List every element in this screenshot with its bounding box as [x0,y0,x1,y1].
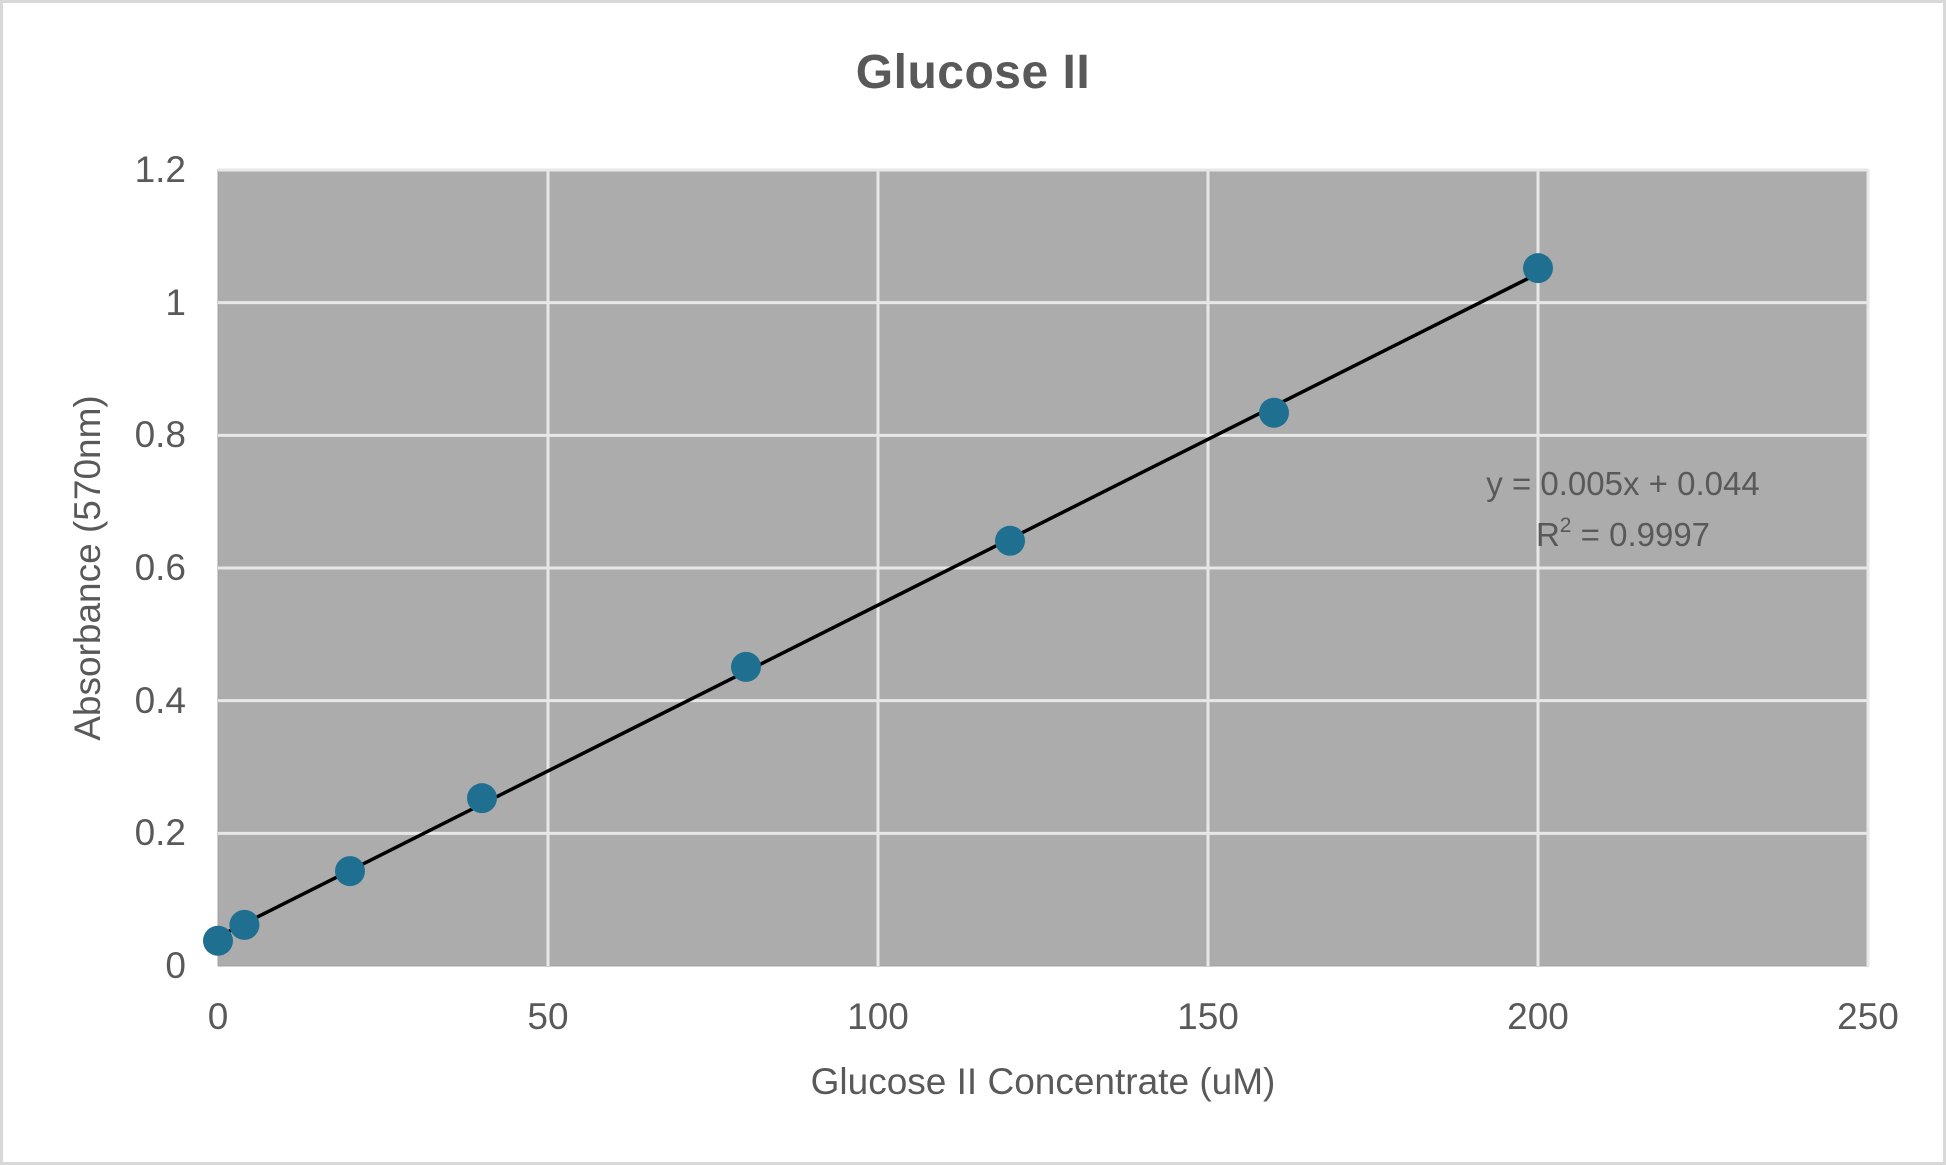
x-tick-label: 100 [847,996,909,1037]
y-tick-label: 0.4 [134,679,186,721]
y-tick-label: 0.8 [134,414,186,456]
y-tick-label: 1.2 [134,149,186,190]
data-point [995,525,1025,556]
x-tick-label: 50 [527,996,569,1037]
x-tick-label: 150 [1177,996,1239,1037]
y-tick-label: 1 [165,281,186,323]
data-point [731,651,761,682]
x-tick-label: 200 [1507,996,1569,1037]
trendline-equation: y = 0.005x + 0.044 [1486,465,1760,502]
data-point [467,783,497,814]
r-squared-exponent: 2 [1559,514,1572,537]
x-axis-title: Glucose II Concentrate (uM) [810,1061,1276,1102]
data-point [203,925,233,956]
r-squared-label: R2 = 0.9997 [1486,506,1759,557]
chart-title: Glucose II [855,46,1091,99]
r-squared-value: = 0.9997 [1571,516,1711,553]
y-tick-label: 0.6 [134,547,186,588]
x-tick-label: 0 [207,996,229,1037]
trendline-label: y = 0.005x + 0.044 R2 = 0.9997 [1486,462,1759,557]
data-point [1523,253,1553,284]
x-tick-label: 250 [1837,996,1899,1037]
data-point [1259,397,1289,428]
plot-area [203,168,1870,967]
trendline [217,271,1539,939]
r-squared-base: R [1535,516,1560,553]
data-point [229,909,260,940]
y-tick-label: 0 [165,945,186,986]
data-point [335,856,365,887]
y-tick-label: 0.2 [134,812,186,854]
